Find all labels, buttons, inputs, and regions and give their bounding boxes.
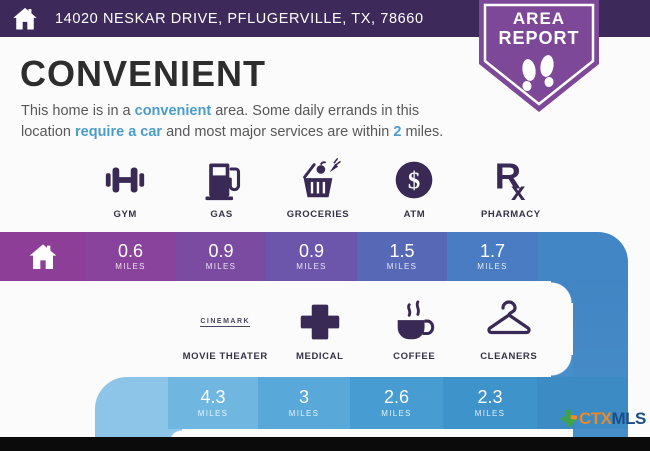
distance-cell-coffee: 2.6 MILES [350, 377, 443, 429]
distance-cell-groceries: 0.9 MILES [266, 232, 357, 281]
home-icon [13, 7, 37, 29]
distance-value: 2.3 [477, 387, 503, 408]
desc-highlight-require-a-car: require a car [75, 123, 163, 140]
amenity-label: PHARMACY [480, 209, 541, 220]
svg-text:$: $ [408, 167, 420, 194]
amenity-groceries: GROCERIES [270, 156, 366, 220]
desc-highlight-convenient: convenient [134, 103, 212, 119]
distance-unit: MILES [386, 262, 418, 272]
bar2-connector-segment [537, 377, 628, 429]
distance-value: 2.6 [383, 387, 410, 408]
medical-cross-icon [300, 304, 339, 340]
footprints-icon [522, 55, 554, 91]
path-inner-corner [551, 355, 573, 377]
svg-text:R: R [495, 157, 521, 197]
distance-unit: MILES [288, 408, 320, 418]
amenity-cleaners: CLEANERS [462, 298, 557, 362]
distance-cell-gas: 0.9 MILES [176, 232, 266, 281]
amenity-label: ATM [403, 209, 426, 220]
amenity-gym: GYM [77, 156, 173, 220]
distance-unit: MILES [205, 262, 237, 272]
badge-line2: REPORT [498, 28, 579, 48]
amenity-atm: $ ATM [366, 156, 462, 220]
amenity-medical: MEDICAL [273, 298, 368, 362]
distance-value: 0.6 [117, 240, 144, 261]
distance-unit: MILES [296, 262, 327, 272]
amenity-label: GROCERIES [286, 209, 350, 220]
property-address: 14020 NESKAR DRIVE, PFLUGERVILLE, TX, 78… [55, 10, 424, 27]
distance-bar-2: 4.3 MILES 3 MILES 2.6 MILES 2.3 MILES [168, 377, 628, 429]
amenity-row-2: CINEMARK MOVIE THEATER MEDICAL COFFEE CL… [178, 298, 556, 362]
amenity-coffee: COFFEE [367, 298, 462, 362]
bar-home-cell [0, 232, 85, 281]
desc-seg: area. Some daily errands in this [211, 103, 420, 119]
distance-value: 0.9 [208, 240, 234, 261]
gas-pump-icon [205, 163, 240, 201]
path-left-connector [95, 377, 168, 437]
distance-unit: MILES [477, 262, 508, 272]
cinemark-logo: CINEMARK [200, 317, 251, 327]
logo-ctx-text: CTX [579, 409, 612, 428]
footer-black-bar [0, 437, 650, 451]
amenity-label: GAS [210, 209, 233, 220]
distance-unit: MILES [115, 262, 146, 272]
rx-icon: R x [495, 157, 526, 203]
distance-unit: MILES [197, 408, 229, 418]
distance-cell-medical: 3 MILES [258, 377, 350, 429]
distance-value: 3 [298, 387, 309, 408]
logo-mls-text: MLS [611, 409, 647, 428]
amenity-row-1: GYM GAS GROCERIES [77, 156, 559, 220]
distance-cell-gym: 0.6 MILES [85, 232, 176, 281]
distance-cell-pharmacy: 1.7 MILES [447, 232, 538, 281]
amenity-label: GYM [113, 209, 137, 220]
coffee-cup-icon [397, 300, 435, 340]
distance-unit: MILES [474, 408, 506, 418]
path-inner-corner [551, 281, 573, 303]
desc-seg: and most major services are within [162, 123, 394, 140]
hanger-icon [487, 300, 531, 335]
distance-bar-1: 0.6 MILES 0.9 MILES 0.9 MILES 1.5 MILES … [0, 232, 628, 281]
distance-cell-cleaners: 2.3 MILES [443, 377, 537, 429]
texas-icon [559, 409, 578, 429]
amenity-label: MEDICAL [296, 351, 344, 362]
amenity-label: MOVIE THEATER [182, 351, 268, 362]
distance-value: 4.3 [200, 387, 226, 408]
distance-value: 1.7 [479, 240, 506, 261]
badge-line1: AREA [513, 9, 565, 28]
grocery-basket-icon [303, 158, 341, 198]
amenity-label: COFFEE [393, 351, 436, 362]
distance-value: 1.5 [389, 240, 415, 261]
desc-seg: This home is in a [21, 103, 135, 119]
distance-cell-movie-theater: 4.3 MILES [168, 377, 258, 429]
desc-highlight-2: 2 [393, 123, 402, 140]
bar1-connector-segment [538, 232, 628, 281]
desc-seg: location [21, 123, 76, 140]
desc-seg: miles. [401, 123, 444, 140]
svg-text:x: x [511, 178, 526, 203]
amenity-movie-theater: CINEMARK MOVIE THEATER [178, 298, 273, 363]
rating-title: CONVENIENT [20, 53, 267, 94]
distance-unit: MILES [381, 408, 412, 418]
amenity-gas: GAS [173, 156, 269, 220]
dumbbell-icon [106, 167, 145, 193]
distance-cell-atm: 1.5 MILES [357, 232, 447, 281]
rating-description: This home is in a convenient area. Some … [21, 101, 491, 142]
amenity-label: CLEANERS [480, 351, 538, 362]
home-icon [29, 243, 56, 269]
dollar-circle-icon: $ [396, 161, 433, 199]
area-report-badge: AREA REPORT [479, 0, 599, 112]
ctxmls-logo: CTX MLS [559, 408, 646, 430]
amenity-pharmacy: R x PHARMACY [463, 156, 559, 220]
distance-value: 0.9 [298, 240, 325, 261]
